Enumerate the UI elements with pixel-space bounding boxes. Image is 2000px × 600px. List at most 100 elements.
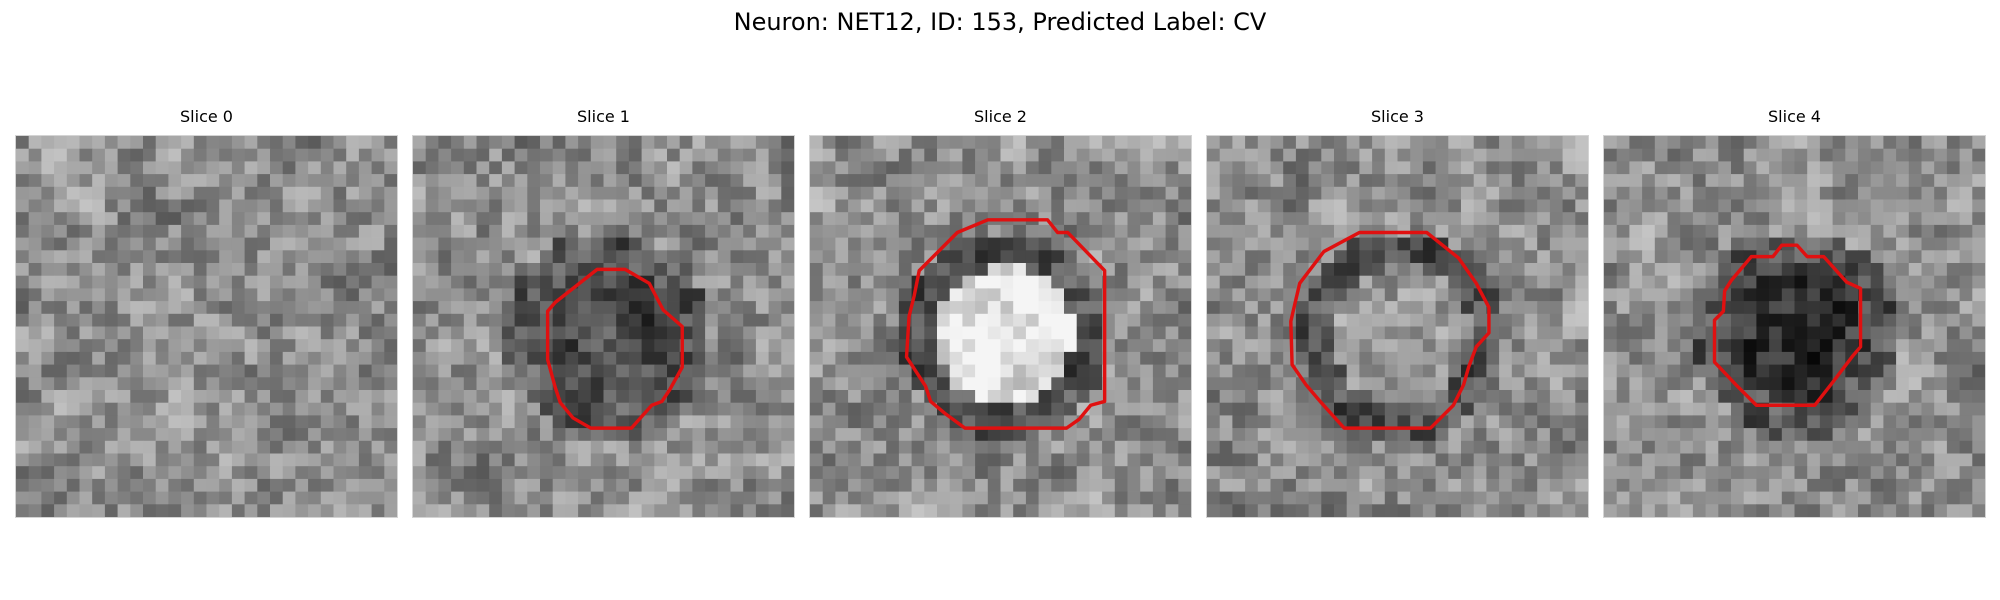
- image-pixel: [1959, 224, 1973, 238]
- image-pixel: [1858, 491, 1872, 505]
- image-pixel: [1642, 390, 1656, 404]
- image-pixel: [1921, 212, 1935, 226]
- image-pixel: [282, 491, 296, 505]
- image-pixel: [1270, 466, 1284, 480]
- image-pixel: [924, 504, 938, 517]
- image-pixel: [1858, 136, 1872, 150]
- image-pixel: [451, 161, 465, 175]
- image-pixel: [781, 491, 794, 505]
- image-pixel: [463, 466, 477, 480]
- image-pixel: [413, 250, 427, 264]
- image-pixel: [219, 428, 233, 442]
- image-pixel: [540, 250, 554, 264]
- image-pixel: [1000, 466, 1014, 480]
- image-pixel: [333, 415, 347, 429]
- image-pixel: [768, 364, 782, 378]
- image-pixel: [1283, 390, 1297, 404]
- image-pixel: [308, 453, 322, 467]
- image-pixel: [1499, 428, 1513, 442]
- image-pixel: [1473, 263, 1487, 277]
- image-pixel: [924, 174, 938, 188]
- image-pixel: [1410, 478, 1424, 492]
- image-pixel: [1499, 504, 1513, 517]
- image-pixel: [1486, 186, 1500, 200]
- image-pixel: [1654, 390, 1668, 404]
- image-pixel: [451, 478, 465, 492]
- image-pixel: [628, 301, 642, 315]
- image-pixel: [667, 339, 681, 353]
- image-pixel: [143, 390, 157, 404]
- image-pixel: [590, 212, 604, 226]
- image-pixel: [501, 478, 515, 492]
- image-pixel: [1575, 301, 1588, 315]
- image-pixel: [822, 136, 836, 150]
- image-pixel: [1807, 326, 1821, 340]
- image-pixel: [1000, 377, 1014, 391]
- image-pixel: [1473, 148, 1487, 162]
- image-pixel: [346, 199, 360, 213]
- image-pixel: [451, 301, 465, 315]
- image-pixel: [1769, 313, 1783, 327]
- image-pixel: [1908, 313, 1922, 327]
- image-pixel: [1575, 415, 1588, 429]
- image-pixel: [451, 136, 465, 150]
- image-pixel: [565, 453, 579, 467]
- image-pixel: [1769, 377, 1783, 391]
- image-pixel: [1127, 428, 1141, 442]
- image-pixel: [1232, 212, 1246, 226]
- image-pixel: [1921, 174, 1935, 188]
- image-pixel: [1152, 504, 1166, 517]
- image-pixel: [282, 339, 296, 353]
- image-pixel: [705, 275, 719, 289]
- image-pixel: [66, 491, 80, 505]
- image-pixel: [1245, 339, 1259, 353]
- image-pixel: [628, 161, 642, 175]
- image-pixel: [1064, 377, 1078, 391]
- image-pixel: [1207, 478, 1221, 492]
- image-pixel: [489, 186, 503, 200]
- image-pixel: [705, 174, 719, 188]
- image-pixel: [1883, 288, 1897, 302]
- image-pixel: [1921, 288, 1935, 302]
- image-pixel: [1718, 428, 1732, 442]
- image-pixel: [54, 478, 68, 492]
- image-pixel: [1102, 440, 1116, 454]
- image-pixel: [743, 466, 757, 480]
- image-pixel: [206, 224, 220, 238]
- image-pixel: [384, 415, 397, 429]
- image-pixel: [1667, 250, 1681, 264]
- image-pixel: [1435, 148, 1449, 162]
- image-pixel: [1245, 174, 1259, 188]
- image-pixel: [358, 301, 372, 315]
- image-pixel: [231, 440, 245, 454]
- image-pixel: [425, 237, 439, 251]
- image-pixel: [1511, 275, 1525, 289]
- image-pixel: [1959, 339, 1973, 353]
- image-pixel: [781, 402, 794, 416]
- image-pixel: [1743, 199, 1757, 213]
- image-pixel: [1562, 491, 1576, 505]
- image-pixel: [79, 174, 93, 188]
- image-pixel: [641, 364, 655, 378]
- image-pixel: [244, 199, 258, 213]
- image-pixel: [1140, 402, 1154, 416]
- image-pixel: [1334, 504, 1348, 517]
- image-pixel: [371, 186, 385, 200]
- image-pixel: [987, 326, 1001, 340]
- image-pixel: [578, 402, 592, 416]
- image-pixel: [755, 415, 769, 429]
- image-pixel: [438, 301, 452, 315]
- image-pixel: [987, 491, 1001, 505]
- image-pixel: [476, 301, 490, 315]
- image-pixel: [1473, 377, 1487, 391]
- image-pixel: [257, 364, 271, 378]
- image-pixel: [1629, 504, 1643, 517]
- image-pixel: [937, 390, 951, 404]
- image-pixel: [924, 453, 938, 467]
- image-pixel: [1295, 136, 1309, 150]
- image-pixel: [1756, 478, 1770, 492]
- image-pixel: [1422, 326, 1436, 340]
- image-pixel: [168, 161, 182, 175]
- image-pixel: [810, 186, 824, 200]
- image-pixel: [1524, 148, 1538, 162]
